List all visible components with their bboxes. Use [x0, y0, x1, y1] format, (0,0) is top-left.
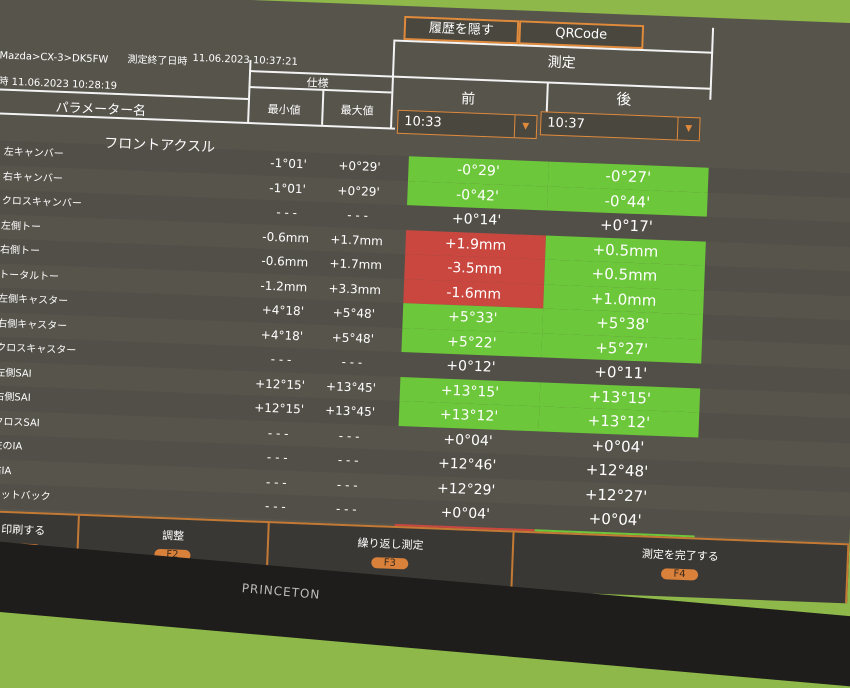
before-header: 前 — [460, 91, 476, 108]
spec-max: +5°48' — [331, 329, 375, 346]
max-header: 最大値 — [340, 103, 374, 118]
spec-max: - - - — [337, 452, 359, 468]
spec-min: -0.6mm — [262, 229, 310, 245]
chevron-down-icon[interactable]: ▼ — [676, 117, 700, 141]
param-name-header: パラメーター名 — [55, 100, 147, 120]
spec-min: - - - — [267, 425, 289, 441]
divider — [0, 87, 249, 100]
spec-max: - - - — [335, 501, 357, 517]
spec-min: +4°18' — [260, 327, 304, 343]
spec-min: - - - — [276, 205, 298, 220]
spec-max: - - - — [347, 207, 369, 223]
alignment-screen: 履歴を隠す QRCode Mazda>CX-3>DK5FW 時 11.06.20… — [0, 0, 850, 604]
monitor-brand: PRINCETON — [241, 581, 321, 602]
function-key-badge: F4 — [661, 568, 698, 581]
spec-min: +12°15' — [253, 400, 305, 417]
chevron-down-icon[interactable]: ▼ — [513, 115, 537, 139]
spec-max: - - - — [341, 354, 363, 370]
footer-button-label: 繰り返し測定 — [357, 536, 424, 553]
after-time-select[interactable]: 10:37 ▼ — [539, 111, 701, 142]
spec-min: -1°01' — [270, 155, 308, 172]
spec-max: - - - — [336, 477, 358, 492]
footer-button-label: 測定を完了する — [641, 547, 720, 564]
after-time-value: 10:37 — [547, 115, 586, 132]
spec-max: +0°29' — [338, 158, 381, 175]
spec-min: - - - — [265, 474, 287, 490]
divider — [321, 88, 325, 125]
footer-button-label: 調整 — [161, 529, 185, 543]
min-header: 最小値 — [267, 102, 301, 118]
divider — [390, 41, 396, 128]
spec-max: +13°45' — [325, 378, 377, 395]
function-key-badge: F3 — [371, 557, 409, 570]
end-time-label: 測定終了日時 — [127, 54, 188, 68]
spec-min: - - - — [270, 352, 292, 367]
spec-max: +0°29' — [337, 182, 380, 199]
spec-min: -1°01' — [269, 180, 307, 196]
end-time: 11.06.2023 10:37:21 — [192, 52, 299, 68]
spec-max: +13°45' — [324, 403, 376, 420]
spec-max: +3.3mm — [328, 280, 382, 297]
spec-max: - - - — [338, 428, 360, 444]
spec-min: - - - — [266, 449, 288, 465]
parameter-table: 左キャンバー -1°01' +0°29' -0°29' -0°27' 右キャンバー -1°0… — [0, 139, 850, 565]
spec-max: +5°48' — [332, 305, 376, 322]
spec-max: +1.7mm — [330, 231, 384, 248]
after-header: 後 — [615, 90, 632, 109]
measure-header: 測定 — [547, 54, 576, 72]
footer-button-label: 印刷する — [1, 522, 46, 538]
spec-header: 仕様 — [306, 76, 329, 91]
before-time-value: 10:33 — [403, 114, 442, 131]
spec-max: +1.7mm — [329, 256, 383, 273]
spec-min: -1.2mm — [260, 278, 308, 294]
spec-min: - - - — [264, 498, 286, 514]
spec-min: +12°15' — [254, 375, 306, 392]
before-time-select[interactable]: 10:33 ▼ — [396, 109, 538, 140]
divider — [545, 81, 549, 112]
vehicle-path: Mazda>CX-3>DK5FW — [0, 50, 109, 66]
spec-min: -0.6mm — [261, 253, 309, 270]
spec-min: +4°18' — [261, 302, 305, 319]
